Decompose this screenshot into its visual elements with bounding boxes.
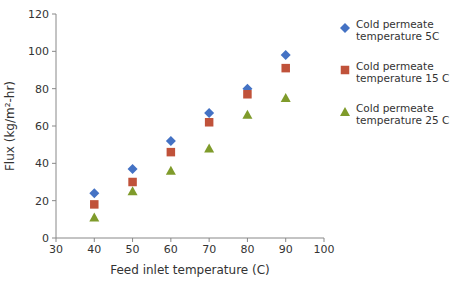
series	[89, 50, 290, 198]
x-tick-label: 30	[49, 243, 63, 256]
x-tick-label: 80	[240, 243, 254, 256]
point	[89, 212, 99, 221]
legend-marker	[341, 66, 350, 75]
series	[90, 64, 290, 209]
point	[128, 178, 137, 187]
point	[166, 166, 176, 175]
x-tick	[247, 238, 248, 242]
x-tick-label: 40	[87, 243, 101, 256]
x-tick	[285, 238, 286, 242]
legend-label: Cold permeatetemperature 15 C	[356, 60, 449, 85]
x-axis-line	[56, 238, 324, 239]
x-tick-label: 60	[164, 243, 178, 256]
y-tick	[52, 200, 56, 201]
y-tick	[52, 51, 56, 52]
x-tick	[56, 238, 57, 242]
y-tick	[52, 14, 56, 15]
y-axis-label: Flux (kg/m²-hr)	[3, 81, 17, 171]
points	[89, 50, 290, 221]
point	[128, 186, 138, 195]
x-tick	[324, 238, 325, 242]
x-tick-label: 70	[202, 243, 216, 256]
x-tick	[170, 238, 171, 242]
x-tick-label: 100	[314, 243, 335, 256]
x-tick	[132, 238, 133, 242]
legend-label: Cold permeatetemperature 5C	[356, 18, 439, 43]
point	[281, 64, 290, 72]
y-tick	[52, 163, 56, 164]
legend-marker	[340, 23, 350, 33]
legend-marker	[340, 107, 350, 116]
x-tick-label: 50	[126, 243, 140, 256]
point	[90, 200, 99, 209]
y-tick	[52, 126, 56, 127]
y-tick-label: 40	[35, 157, 49, 170]
point	[166, 136, 176, 146]
y-tick	[52, 88, 56, 89]
point	[242, 110, 252, 119]
y-tick	[52, 238, 56, 239]
point	[89, 188, 99, 198]
y-tick-label: 80	[35, 83, 49, 96]
chart-container: 30 40 50 60 70 80 90 100 0 20 40 60 80 100 120 Feed inl…	[0, 0, 474, 284]
legend: Cold permeatetemperature 5C Cold permeate…	[340, 18, 449, 127]
point	[281, 50, 291, 60]
y-tick-label: 20	[35, 195, 49, 208]
x-tick-label: 90	[279, 243, 293, 256]
point	[243, 90, 252, 99]
chart: 30 40 50 60 70 80 90 100 0 20 40 60 80 100 120 Feed inl…	[0, 0, 474, 284]
x-tick	[94, 238, 95, 242]
point	[281, 93, 291, 102]
legend-label: Cold permeatetemperature 25 C	[356, 102, 449, 127]
series	[89, 93, 290, 221]
point	[204, 143, 214, 152]
y-tick-label: 60	[35, 120, 49, 133]
x-axis-label: Feed inlet temperature (C)	[110, 263, 270, 277]
x-tick	[209, 238, 210, 242]
point	[205, 118, 214, 127]
point	[167, 148, 176, 157]
y-tick-label: 100	[28, 45, 49, 58]
point	[204, 108, 214, 118]
y-tick-label: 120	[28, 8, 49, 21]
y-tick-label: 0	[42, 232, 49, 245]
axes: 30 40 50 60 70 80 90 100 0 20 40 60 80 100 120	[28, 8, 335, 256]
point	[128, 164, 138, 174]
